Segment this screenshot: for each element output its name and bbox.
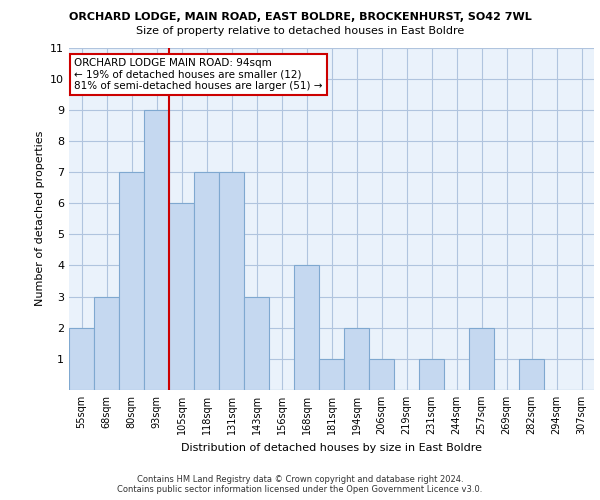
Y-axis label: Number of detached properties: Number of detached properties xyxy=(35,131,44,306)
Bar xyxy=(169,203,194,390)
Text: Size of property relative to detached houses in East Boldre: Size of property relative to detached ho… xyxy=(136,26,464,36)
Text: ORCHARD LODGE, MAIN ROAD, EAST BOLDRE, BROCKENHURST, SO42 7WL: ORCHARD LODGE, MAIN ROAD, EAST BOLDRE, B… xyxy=(68,12,532,22)
Bar xyxy=(94,296,119,390)
Bar xyxy=(369,359,394,390)
Bar xyxy=(519,359,544,390)
Bar xyxy=(219,172,244,390)
Bar xyxy=(344,328,369,390)
Bar xyxy=(69,328,94,390)
Bar xyxy=(319,359,344,390)
Bar xyxy=(119,172,144,390)
Bar xyxy=(194,172,219,390)
Text: ORCHARD LODGE MAIN ROAD: 94sqm
← 19% of detached houses are smaller (12)
81% of : ORCHARD LODGE MAIN ROAD: 94sqm ← 19% of … xyxy=(74,58,323,91)
Bar xyxy=(469,328,494,390)
Bar xyxy=(244,296,269,390)
Bar xyxy=(294,266,319,390)
Text: Contains HM Land Registry data © Crown copyright and database right 2024.
Contai: Contains HM Land Registry data © Crown c… xyxy=(118,474,482,494)
Bar xyxy=(144,110,169,390)
Bar xyxy=(419,359,444,390)
X-axis label: Distribution of detached houses by size in East Boldre: Distribution of detached houses by size … xyxy=(181,442,482,452)
